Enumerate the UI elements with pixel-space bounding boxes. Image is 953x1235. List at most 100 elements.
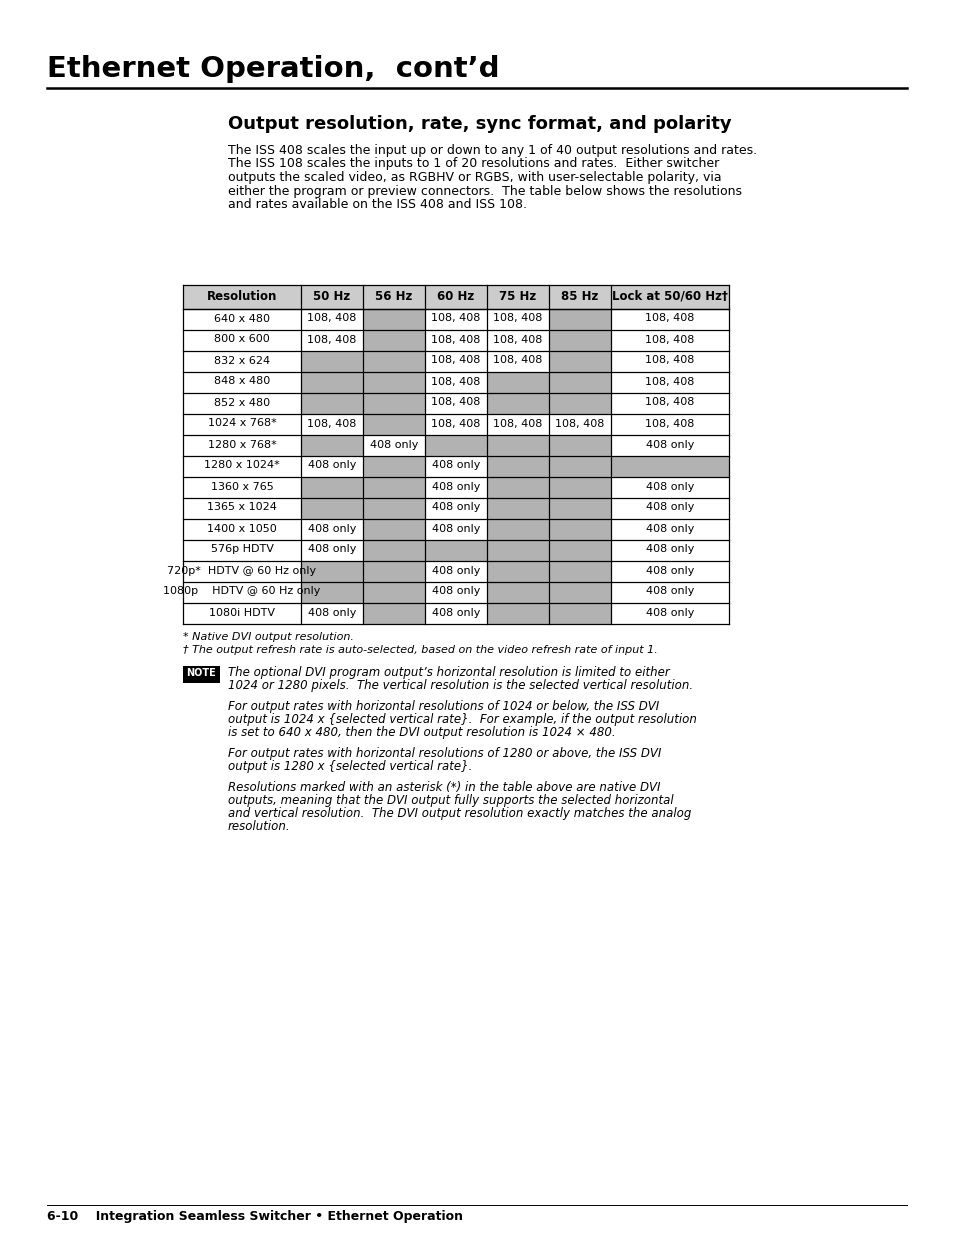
Bar [610, 519, 728, 540]
Text: The optional DVI program output’s horizontal resolution is limited to either: The optional DVI program output’s horizo… [228, 666, 669, 679]
Bar [183, 285, 728, 309]
Bar [363, 309, 424, 330]
Bar [363, 372, 424, 393]
Text: 108, 408: 108, 408 [644, 377, 694, 387]
Bar [548, 582, 610, 603]
Bar [424, 351, 486, 372]
Bar [548, 498, 610, 519]
Bar [486, 540, 548, 561]
Text: 75 Hz: 75 Hz [498, 289, 536, 303]
Text: 1280 x 768*: 1280 x 768* [208, 440, 276, 450]
Text: 1400 x 1050: 1400 x 1050 [207, 524, 276, 534]
Text: 720p*  HDTV @ 60 Hz only: 720p* HDTV @ 60 Hz only [168, 566, 316, 576]
Text: Lock at 50/60 Hz†: Lock at 50/60 Hz† [612, 289, 727, 303]
Text: The ISS 108 scales the inputs to 1 of 20 resolutions and rates.  Either switcher: The ISS 108 scales the inputs to 1 of 20… [228, 158, 719, 170]
Text: 1080p    HDTV @ 60 Hz only: 1080p HDTV @ 60 Hz only [163, 587, 320, 597]
Text: 6-10    Integration Seamless Switcher • Ethernet Operation: 6-10 Integration Seamless Switcher • Eth… [47, 1210, 462, 1223]
Text: 108, 408: 108, 408 [644, 314, 694, 324]
Bar [486, 309, 548, 330]
Bar [424, 561, 486, 582]
Text: 1024 x 768*: 1024 x 768* [208, 419, 276, 429]
Text: 408 only: 408 only [370, 440, 417, 450]
Bar [363, 519, 424, 540]
Bar [424, 330, 486, 351]
Bar [301, 561, 363, 582]
Bar [610, 351, 728, 372]
Bar [363, 561, 424, 582]
Text: 108, 408: 108, 408 [644, 419, 694, 429]
Text: For output rates with horizontal resolutions of 1280 or above, the ISS DVI: For output rates with horizontal resolut… [228, 747, 660, 760]
Bar [610, 603, 728, 624]
Bar [183, 456, 301, 477]
Text: 108, 408: 108, 408 [431, 377, 480, 387]
Bar [610, 414, 728, 435]
Text: Resolution: Resolution [207, 289, 277, 303]
Bar [424, 498, 486, 519]
Text: 108, 408: 108, 408 [644, 335, 694, 345]
Text: 50 Hz: 50 Hz [313, 289, 351, 303]
Bar [301, 477, 363, 498]
Bar [424, 393, 486, 414]
Bar [548, 330, 610, 351]
Bar [183, 540, 301, 561]
Text: 108, 408: 108, 408 [307, 335, 356, 345]
Text: 108, 408: 108, 408 [307, 419, 356, 429]
Text: 408 only: 408 only [645, 587, 694, 597]
Bar [486, 561, 548, 582]
Text: 408 only: 408 only [432, 608, 479, 618]
Text: 576p HDTV: 576p HDTV [211, 545, 274, 555]
Bar [183, 435, 301, 456]
Bar [301, 414, 363, 435]
Text: outputs, meaning that the DVI output fully supports the selected horizontal: outputs, meaning that the DVI output ful… [228, 794, 673, 806]
Bar [610, 582, 728, 603]
Bar [486, 435, 548, 456]
Text: 1024 or 1280 pixels.  The vertical resolution is the selected vertical resolutio: 1024 or 1280 pixels. The vertical resolu… [228, 679, 693, 692]
Text: 108, 408: 108, 408 [431, 398, 480, 408]
Bar [301, 498, 363, 519]
Text: 60 Hz: 60 Hz [436, 289, 475, 303]
Text: 408 only: 408 only [432, 566, 479, 576]
Bar [183, 309, 301, 330]
Bar [610, 435, 728, 456]
Text: 108, 408: 108, 408 [644, 356, 694, 366]
Bar [548, 372, 610, 393]
Text: 408 only: 408 only [645, 524, 694, 534]
Bar [548, 540, 610, 561]
Bar [183, 372, 301, 393]
Bar [363, 414, 424, 435]
Text: 108, 408: 108, 408 [555, 419, 604, 429]
Text: † The output refresh rate is auto-selected, based on the video refresh rate of i: † The output refresh rate is auto-select… [183, 645, 657, 655]
Text: 408 only: 408 only [432, 482, 479, 492]
Text: 108, 408: 108, 408 [431, 419, 480, 429]
Text: 108, 408: 108, 408 [493, 314, 542, 324]
Bar [486, 414, 548, 435]
Text: 408 only: 408 only [308, 545, 355, 555]
Bar [486, 603, 548, 624]
Text: 408 only: 408 only [308, 461, 355, 471]
Text: 1365 x 1024: 1365 x 1024 [207, 503, 276, 513]
Bar [183, 498, 301, 519]
Bar [363, 498, 424, 519]
Bar [301, 372, 363, 393]
Text: 108, 408: 108, 408 [431, 335, 480, 345]
Text: resolution.: resolution. [228, 820, 291, 832]
Text: output is 1024 x {selected vertical rate}.  For example, if the output resolutio: output is 1024 x {selected vertical rate… [228, 713, 696, 726]
Bar [548, 435, 610, 456]
Bar [301, 393, 363, 414]
Bar [183, 330, 301, 351]
Text: 108, 408: 108, 408 [493, 356, 542, 366]
Text: 408 only: 408 only [308, 608, 355, 618]
Bar [548, 393, 610, 414]
Text: 108, 408: 108, 408 [493, 335, 542, 345]
Bar [301, 456, 363, 477]
Bar [548, 309, 610, 330]
Bar [301, 582, 363, 603]
Text: 108, 408: 108, 408 [431, 356, 480, 366]
Bar [486, 456, 548, 477]
Text: For output rates with horizontal resolutions of 1024 or below, the ISS DVI: For output rates with horizontal resolut… [228, 700, 659, 713]
Bar [183, 519, 301, 540]
Bar [548, 603, 610, 624]
Bar [548, 414, 610, 435]
Text: 108, 408: 108, 408 [307, 314, 356, 324]
Text: 408 only: 408 only [432, 587, 479, 597]
